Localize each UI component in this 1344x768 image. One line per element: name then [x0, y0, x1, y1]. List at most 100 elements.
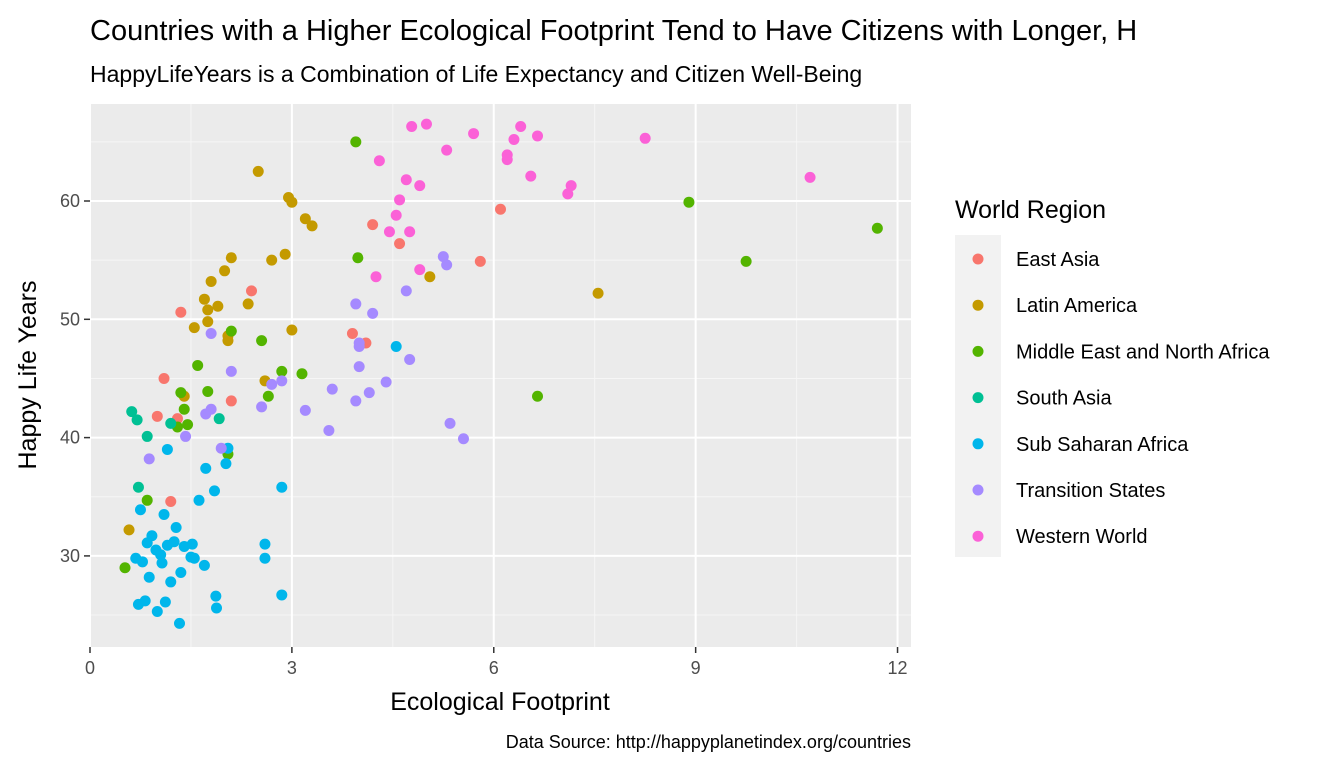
data-point — [474, 255, 486, 267]
data-point — [299, 213, 311, 225]
data-point — [225, 252, 237, 264]
data-point — [175, 387, 187, 399]
data-point — [182, 419, 194, 431]
data-point — [213, 413, 225, 425]
data-point — [373, 155, 385, 167]
data-point — [390, 209, 402, 221]
y-axis-ticks: 30 40 50 60 — [60, 191, 90, 566]
data-point — [414, 264, 426, 276]
data-point — [165, 495, 177, 507]
data-point — [306, 220, 318, 232]
data-point — [158, 372, 170, 384]
data-point — [193, 494, 205, 506]
chart-subtitle: HappyLifeYears is a Combination of Life … — [90, 61, 862, 87]
data-point — [175, 306, 187, 318]
legend-key — [972, 299, 984, 311]
data-point — [383, 226, 395, 238]
legend-key — [972, 484, 984, 496]
legend-label: East Asia — [1016, 249, 1100, 271]
data-point — [276, 375, 288, 387]
data-point — [394, 238, 406, 250]
data-point — [219, 265, 231, 277]
data-point — [212, 300, 224, 312]
data-point — [804, 171, 816, 183]
data-point — [156, 557, 168, 569]
data-point — [198, 293, 210, 305]
data-point — [740, 255, 752, 267]
caption: Data Source: http://happyplanetindex.org… — [506, 732, 911, 752]
data-point — [208, 485, 220, 497]
data-point — [180, 430, 192, 442]
data-point — [126, 406, 138, 418]
data-point — [592, 287, 604, 299]
legend-label: Sub Saharan Africa — [1016, 434, 1189, 456]
data-point — [350, 298, 362, 310]
data-point — [141, 430, 153, 442]
y-axis-title: Happy Life Years — [14, 280, 42, 469]
data-point — [424, 271, 436, 283]
legend-key — [972, 253, 984, 265]
data-point — [404, 354, 416, 366]
x-axis-title: Ecological Footprint — [390, 688, 610, 716]
data-point — [437, 251, 449, 263]
data-point — [501, 154, 513, 166]
data-point — [286, 324, 298, 336]
data-point — [202, 304, 214, 316]
data-point — [210, 590, 222, 602]
data-point — [242, 298, 254, 310]
data-point — [420, 118, 432, 130]
y-tick-label: 60 — [60, 191, 80, 211]
data-point — [225, 325, 237, 337]
data-point — [246, 285, 258, 297]
chart-title: Countries with a Higher Ecological Footp… — [90, 15, 1137, 47]
data-point — [532, 130, 544, 142]
grid-minor — [90, 104, 911, 647]
data-point — [296, 368, 308, 380]
data-point — [414, 180, 426, 192]
data-point — [266, 254, 278, 266]
data-point — [252, 165, 264, 177]
data-point — [457, 433, 469, 445]
data-point — [276, 365, 288, 377]
data-point — [404, 226, 416, 238]
data-points — [119, 118, 883, 629]
x-axis-ticks: 0 3 6 9 12 — [85, 647, 908, 678]
data-point — [178, 403, 190, 415]
legend-label: Latin America — [1016, 295, 1138, 317]
data-point — [168, 536, 180, 548]
data-point — [565, 180, 577, 192]
data-point — [159, 596, 171, 608]
data-point — [406, 120, 418, 132]
data-point — [367, 219, 379, 231]
y-tick-label: 50 — [60, 309, 80, 329]
data-point — [211, 602, 223, 614]
data-point — [346, 328, 358, 340]
data-point — [441, 144, 453, 156]
data-point — [444, 417, 456, 429]
data-point — [225, 365, 237, 377]
data-point — [256, 401, 268, 413]
x-tick-label: 0 — [85, 658, 95, 678]
data-point — [326, 383, 338, 395]
data-point — [170, 522, 182, 534]
legend-label: Western World — [1016, 526, 1148, 548]
legend-items: East Asia Latin America Middle East and No… — [972, 249, 1270, 548]
data-point — [139, 595, 151, 607]
data-point — [192, 359, 204, 371]
data-point — [174, 617, 186, 629]
data-point — [165, 576, 177, 588]
data-point — [259, 552, 271, 564]
legend-label: Transition States — [1016, 480, 1165, 502]
x-tick-label: 12 — [888, 658, 908, 678]
data-point — [143, 571, 155, 583]
data-point — [400, 285, 412, 297]
x-tick-label: 9 — [691, 658, 701, 678]
y-tick-label: 30 — [60, 546, 80, 566]
data-point — [871, 222, 883, 234]
data-point — [186, 538, 198, 550]
data-point — [256, 335, 268, 347]
data-point — [390, 341, 402, 353]
data-point — [158, 509, 170, 521]
data-point — [350, 136, 362, 148]
data-point — [353, 361, 365, 373]
